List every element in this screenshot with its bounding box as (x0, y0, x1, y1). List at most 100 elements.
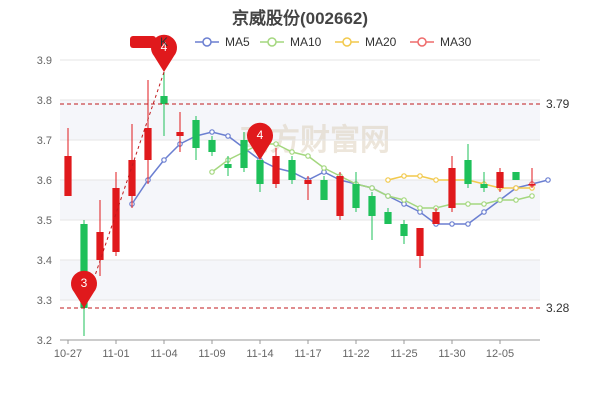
pin-marker: 3 (71, 270, 98, 308)
ma20-line (387, 175, 532, 189)
legend-swatch-dot (417, 37, 427, 47)
candle-body (192, 120, 200, 148)
y-tick-label: 3.7 (37, 135, 52, 147)
legend-label: MA10 (290, 35, 322, 49)
candle-body (112, 188, 120, 252)
ma10-point (273, 141, 279, 147)
candle-body (512, 172, 520, 180)
candle-body (96, 232, 104, 260)
candle-body (304, 180, 312, 184)
plot-band (60, 180, 540, 220)
ma10-point (209, 169, 215, 175)
ma10-point (401, 197, 407, 203)
ma10-point (529, 193, 535, 199)
pin-marker: 4 (151, 34, 177, 72)
candle-body (288, 160, 296, 180)
plot-band (60, 300, 540, 340)
legend-item-ma30: MA30 (410, 35, 472, 49)
ma5-point (481, 209, 487, 215)
candle-body (208, 140, 216, 152)
plot-background (60, 60, 540, 340)
ma5-point (225, 133, 231, 139)
candle-body (176, 132, 184, 136)
candle-body (224, 164, 232, 168)
ma20-point (401, 173, 407, 179)
ma5-point (161, 157, 167, 163)
y-tick-label: 3.4 (37, 255, 52, 267)
ma10-point (369, 185, 375, 191)
ma10-point (321, 165, 327, 171)
legend-item-ma10: MA10 (260, 35, 322, 49)
x-tick-label: 11-09 (198, 348, 225, 360)
candle-body (240, 140, 248, 168)
candle-body (160, 96, 168, 104)
candle-body (432, 212, 440, 224)
candle-body (400, 224, 408, 236)
legend-label: MA5 (225, 35, 250, 49)
candle-body (256, 160, 264, 184)
candle-body (496, 172, 504, 188)
plot-band (60, 140, 540, 180)
ma5-point (465, 221, 471, 227)
candle-body (352, 184, 360, 208)
candles (64, 72, 536, 336)
legend-item-k: K (130, 35, 168, 49)
pin-shape (151, 34, 177, 72)
candle-body (528, 184, 536, 186)
legend-item-ma20: MA20 (335, 35, 397, 49)
x-tick-label: 11-30 (438, 348, 465, 360)
ma10-point (465, 201, 471, 207)
chart-title: 京威股份(002662) (231, 9, 369, 28)
x-tick-label: 11-17 (294, 348, 321, 360)
ma10-point (289, 149, 295, 155)
candle-body (416, 228, 424, 256)
legend-label: MA30 (440, 35, 472, 49)
legend-swatch-dot (267, 37, 277, 47)
y-tick-label: 3.8 (37, 95, 52, 107)
ma10-point (513, 197, 519, 203)
x-tick-label: 11-22 (342, 348, 369, 360)
legend: K MA5 MA10 MA20 MA30 (130, 35, 472, 49)
candle-body (464, 160, 472, 184)
candle-body (320, 180, 328, 200)
ma5-point (449, 221, 455, 227)
candle-body (368, 196, 376, 216)
x-tick-label: 11-01 (102, 348, 129, 360)
markers: 3 4 4 (71, 34, 273, 308)
ma10-point (481, 201, 487, 207)
plot-band (60, 60, 540, 100)
y-tick-label: 3.2 (37, 335, 52, 347)
pin-marker: 4 (246, 122, 273, 160)
pin-label: 3 (81, 276, 88, 290)
ma10-point (385, 193, 391, 199)
ma20-point (433, 177, 439, 183)
plot-band (60, 100, 540, 140)
x-tick-label: 11-25 (390, 348, 417, 360)
reference-value-label: 3.79 (546, 97, 570, 111)
legend-item-ma5: MA5 (195, 35, 250, 49)
ma10-point (417, 205, 423, 211)
ma10-point (305, 153, 311, 159)
reference-value-label: 3.28 (546, 301, 570, 315)
ma5-point (545, 177, 551, 183)
candle-body (448, 168, 456, 208)
candle-body (64, 156, 72, 196)
x-tick-label: 11-04 (150, 348, 177, 360)
pin-shape (71, 270, 98, 308)
candle-body (144, 128, 152, 160)
ma10-point (497, 197, 503, 203)
x-tick-label: 10-27 (54, 348, 82, 360)
reference-lines: 3.79 3.28 (60, 71, 570, 315)
candle-body (336, 176, 344, 216)
x-tick-label: 11-14 (246, 348, 273, 360)
candle-body (80, 224, 88, 308)
legend-label: K (160, 35, 168, 49)
pin-label: 4 (161, 40, 168, 54)
ma20-point (385, 177, 391, 183)
candle-body (272, 156, 280, 184)
legend-swatch (130, 36, 156, 48)
ma5-point (209, 129, 215, 135)
x-tick-label: 12-05 (486, 348, 514, 360)
candle-body (480, 184, 488, 188)
